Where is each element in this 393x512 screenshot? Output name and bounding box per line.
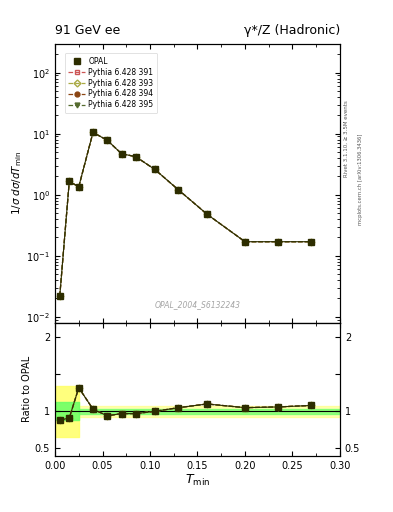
Y-axis label: $1/\sigma\; d\sigma/dT_{\mathrm{min}}$: $1/\sigma\; d\sigma/dT_{\mathrm{min}}$ bbox=[10, 151, 24, 215]
Text: Rivet 3.1.10, ≥ 3.5M events: Rivet 3.1.10, ≥ 3.5M events bbox=[344, 100, 349, 177]
Legend: OPAL, Pythia 6.428 391, Pythia 6.428 393, Pythia 6.428 394, Pythia 6.428 395: OPAL, Pythia 6.428 391, Pythia 6.428 393… bbox=[64, 53, 157, 113]
Text: 91 GeV ee: 91 GeV ee bbox=[55, 24, 120, 37]
Y-axis label: Ratio to OPAL: Ratio to OPAL bbox=[22, 356, 32, 422]
Text: mcplots.cern.ch [arXiv:1306.3436]: mcplots.cern.ch [arXiv:1306.3436] bbox=[358, 134, 363, 225]
Text: OPAL_2004_S6132243: OPAL_2004_S6132243 bbox=[154, 300, 241, 309]
Text: γ*/Z (Hadronic): γ*/Z (Hadronic) bbox=[244, 24, 340, 37]
X-axis label: $T_{\mathrm{min}}$: $T_{\mathrm{min}}$ bbox=[185, 473, 210, 488]
